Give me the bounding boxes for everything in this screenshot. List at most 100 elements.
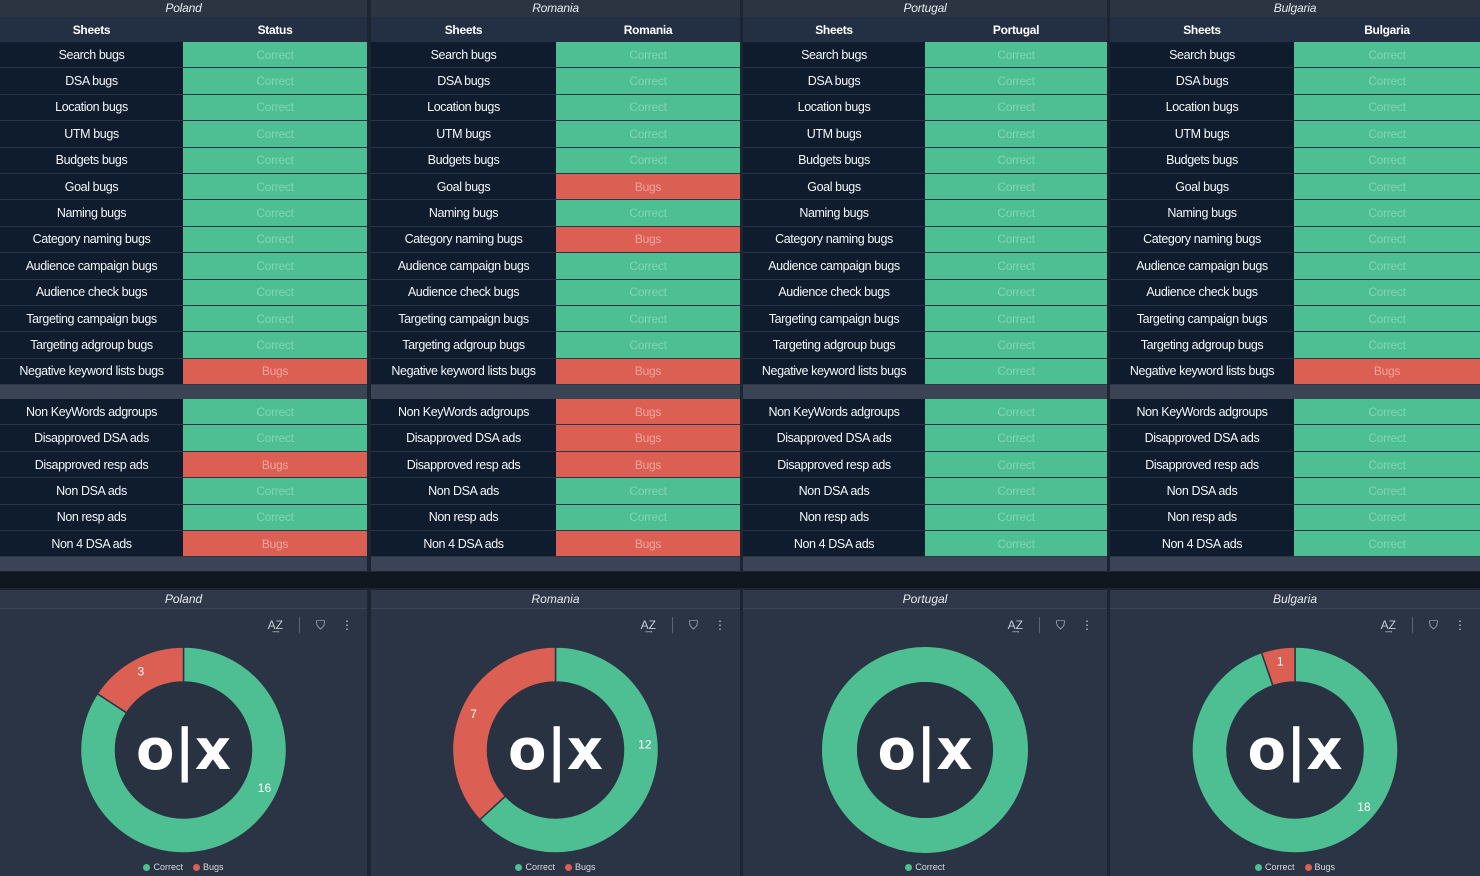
- table-row[interactable]: Disapproved DSA ads Correct: [743, 425, 1107, 452]
- table-row[interactable]: DSA bugs Correct: [1110, 68, 1480, 95]
- table-row[interactable]: Targeting campaign bugs Correct: [371, 305, 740, 333]
- table-row[interactable]: Audience check bugs Correct: [0, 279, 367, 306]
- table-row[interactable]: Non resp ads Correct: [1110, 504, 1480, 532]
- column-header-sheets[interactable]: Sheets: [815, 22, 853, 37]
- legend-item-bugs[interactable]: Bugs: [565, 862, 596, 872]
- table-row[interactable]: UTM bugs Correct: [1110, 121, 1480, 148]
- table-row[interactable]: Category naming bugs Correct: [0, 226, 367, 254]
- table-row[interactable]: Non DSA ads Correct: [743, 478, 1107, 505]
- table-row[interactable]: Audience campaign bugs Correct: [371, 253, 740, 280]
- table-row[interactable]: Search bugs Correct: [371, 42, 740, 69]
- table-row[interactable]: Disapproved resp ads Correct: [1110, 451, 1480, 479]
- table-row[interactable]: Location bugs Correct: [743, 94, 1107, 122]
- table-row[interactable]: Budgets bugs Correct: [0, 147, 367, 174]
- table-row[interactable]: Targeting campaign bugs Correct: [743, 305, 1107, 333]
- table-row[interactable]: Targeting adgroup bugs Correct: [743, 332, 1107, 359]
- filter-icon[interactable]: ⛉: [1428, 617, 1438, 632]
- table-row[interactable]: Audience check bugs Correct: [371, 279, 740, 306]
- table-row[interactable]: Naming bugs Correct: [0, 200, 367, 227]
- table-row[interactable]: Non resp ads Correct: [743, 504, 1107, 532]
- table-row[interactable]: Budgets bugs Correct: [743, 147, 1107, 174]
- table-row[interactable]: Non KeyWords adgroups Correct: [0, 399, 367, 426]
- more-options-icon[interactable]: ⋮: [341, 618, 353, 632]
- table-row[interactable]: Category naming bugs Correct: [1110, 226, 1480, 254]
- table-row[interactable]: Non 4 DSA ads Correct: [1110, 531, 1480, 558]
- filter-icon[interactable]: ⛉: [1055, 617, 1065, 632]
- table-row[interactable]: DSA bugs Correct: [743, 68, 1107, 95]
- table-row[interactable]: Goal bugs Correct: [1110, 173, 1480, 201]
- table-row[interactable]: Non 4 DSA ads Correct: [743, 531, 1107, 558]
- table-row[interactable]: Negative keyword lists bugs Correct: [743, 358, 1107, 386]
- table-row[interactable]: Negative keyword lists bugs Bugs: [1110, 358, 1480, 386]
- table-row[interactable]: Non DSA ads Correct: [0, 478, 367, 505]
- column-header-sheets[interactable]: Sheets: [72, 22, 111, 37]
- legend-item-correct[interactable]: Correct: [905, 862, 945, 872]
- filter-icon[interactable]: ⛉: [688, 617, 698, 632]
- table-row[interactable]: Targeting adgroup bugs Correct: [0, 332, 367, 359]
- table-row[interactable]: Non KeyWords adgroups Correct: [743, 399, 1107, 426]
- sort-az-icon[interactable]: A͢Z: [267, 618, 283, 632]
- table-row[interactable]: Non DSA ads Correct: [371, 478, 740, 505]
- table-row[interactable]: Targeting adgroup bugs Correct: [371, 332, 740, 359]
- more-options-icon[interactable]: ⋮: [714, 618, 726, 632]
- table-row[interactable]: Disapproved DSA ads Bugs: [371, 425, 740, 452]
- table-row[interactable]: Location bugs Correct: [0, 94, 367, 122]
- table-row[interactable]: Audience campaign bugs Correct: [1110, 253, 1480, 280]
- legend-item-correct[interactable]: Correct: [1254, 862, 1295, 872]
- table-row[interactable]: Search bugs Correct: [743, 42, 1107, 69]
- column-header-status[interactable]: Status: [257, 22, 293, 37]
- table-row[interactable]: Non 4 DSA ads Bugs: [371, 531, 740, 558]
- table-row[interactable]: Audience campaign bugs Correct: [743, 253, 1107, 280]
- table-row[interactable]: Negative keyword lists bugs Bugs: [371, 358, 740, 386]
- table-row[interactable]: Targeting campaign bugs Correct: [0, 305, 367, 333]
- table-row[interactable]: Non DSA ads Correct: [1110, 478, 1480, 505]
- legend-item-bugs[interactable]: Bugs: [1304, 862, 1335, 872]
- more-options-icon[interactable]: ⋮: [1081, 618, 1093, 632]
- table-row[interactable]: Budgets bugs Correct: [371, 147, 740, 174]
- legend-item-bugs[interactable]: Bugs: [193, 862, 224, 872]
- column-header-status[interactable]: Bulgaria: [1364, 22, 1410, 37]
- sort-az-icon[interactable]: A͢Z: [1380, 618, 1396, 632]
- table-row[interactable]: Naming bugs Correct: [743, 200, 1107, 227]
- donut-slice-correct[interactable]: [822, 647, 1028, 853]
- table-row[interactable]: UTM bugs Correct: [743, 121, 1107, 148]
- table-row[interactable]: Category naming bugs Correct: [743, 226, 1107, 254]
- table-row[interactable]: UTM bugs Correct: [371, 121, 740, 148]
- table-row[interactable]: Goal bugs Bugs: [371, 173, 740, 201]
- table-row[interactable]: Goal bugs Correct: [743, 173, 1107, 201]
- table-row[interactable]: Non KeyWords adgroups Bugs: [371, 399, 740, 426]
- table-row[interactable]: Search bugs Correct: [1110, 42, 1480, 69]
- table-row[interactable]: Disapproved resp ads Bugs: [371, 451, 740, 479]
- table-row[interactable]: Disapproved DSA ads Correct: [1110, 425, 1480, 452]
- table-row[interactable]: Audience check bugs Correct: [1110, 279, 1480, 306]
- column-header-status[interactable]: Portugal: [992, 22, 1040, 37]
- legend-item-correct[interactable]: Correct: [143, 862, 183, 872]
- table-row[interactable]: Naming bugs Correct: [371, 200, 740, 227]
- table-row[interactable]: DSA bugs Correct: [371, 68, 740, 95]
- table-row[interactable]: Negative keyword lists bugs Bugs: [0, 358, 367, 386]
- table-row[interactable]: UTM bugs Correct: [0, 121, 367, 148]
- table-row[interactable]: Location bugs Correct: [371, 94, 740, 122]
- more-options-icon[interactable]: ⋮: [1454, 618, 1466, 632]
- table-row[interactable]: Audience campaign bugs Correct: [0, 253, 367, 280]
- table-row[interactable]: Naming bugs Correct: [1110, 200, 1480, 227]
- sort-az-icon[interactable]: A͢Z: [640, 618, 656, 632]
- table-row[interactable]: Search bugs Correct: [0, 42, 367, 69]
- sort-az-icon[interactable]: A͢Z: [1007, 618, 1023, 632]
- column-header-status[interactable]: Romania: [623, 22, 673, 37]
- column-header-sheets[interactable]: Sheets: [444, 22, 483, 37]
- table-row[interactable]: DSA bugs Correct: [0, 68, 367, 95]
- table-row[interactable]: Category naming bugs Bugs: [371, 226, 740, 254]
- table-row[interactable]: Non resp ads Correct: [371, 504, 740, 532]
- table-row[interactable]: Targeting adgroup bugs Correct: [1110, 332, 1480, 359]
- legend-item-correct[interactable]: Correct: [515, 862, 555, 872]
- table-row[interactable]: Goal bugs Correct: [0, 173, 367, 201]
- table-row[interactable]: Disapproved resp ads Correct: [743, 451, 1107, 479]
- table-row[interactable]: Non resp ads Correct: [0, 504, 367, 532]
- column-header-sheets[interactable]: Sheets: [1183, 22, 1221, 37]
- table-row[interactable]: Budgets bugs Correct: [1110, 147, 1480, 174]
- table-row[interactable]: Location bugs Correct: [1110, 94, 1480, 122]
- table-row[interactable]: Disapproved resp ads Bugs: [0, 451, 367, 479]
- table-row[interactable]: Disapproved DSA ads Correct: [0, 425, 367, 452]
- table-row[interactable]: Non 4 DSA ads Bugs: [0, 531, 367, 558]
